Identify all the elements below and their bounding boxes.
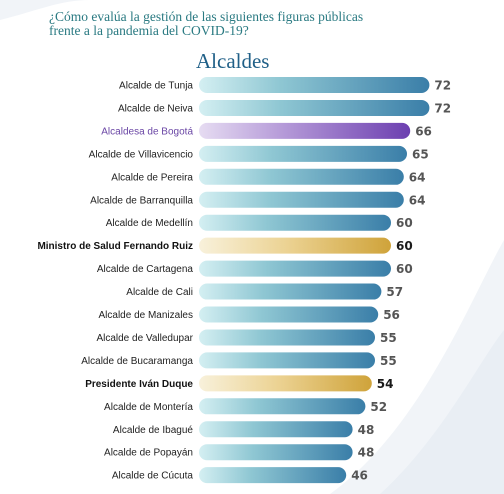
bar-row: Alcalde de Villavicencio 65 [89,145,429,162]
bar [199,168,404,185]
bar-row: Alcalde de Medellín 60 [106,214,413,231]
bar [199,214,391,231]
value-label: 64 [409,170,426,184]
bar [199,444,353,461]
value-label: 65 [412,147,429,161]
bar [199,237,391,254]
bar-row: Alcalde de Cali 57 [126,283,403,300]
category-label: Alcalde de Valledupar [96,333,193,344]
bar-row: Alcalde de Pereira 64 [111,168,426,185]
category-label: Alcalde de Manizales [99,310,194,321]
bar-row: Ministro de Salud Fernando Ruiz 60 [37,237,413,254]
value-label: 48 [358,423,375,437]
category-label: Alcalde de Bucaramanga [81,356,193,367]
bar-row: Alcalde de Bucaramanga 55 [81,352,397,369]
value-label: 72 [434,79,451,93]
bar [199,260,391,277]
bar [199,329,375,346]
bar [199,467,347,484]
bar-row: Alcalde de Manizales 56 [99,306,400,323]
bar-row: Alcalde de Valledupar 55 [96,329,397,346]
bar [199,145,407,162]
value-label: 56 [383,308,400,322]
bar-row: Alcalde de Neiva 72 [118,99,451,116]
value-label: 55 [380,331,397,345]
category-label: Alcaldesa de Bogotá [101,126,193,137]
category-label: Alcalde de Tunja [119,81,193,92]
value-label: 55 [380,354,397,368]
value-label: 60 [396,239,413,253]
category-label: Alcalde de Cúcuta [112,471,194,482]
bar-row: Alcaldesa de Bogotá 66 [101,122,432,139]
bar [199,191,404,208]
bar [199,398,366,415]
value-label: 52 [370,400,387,414]
bar-row: Alcalde de Ibagué 48 [113,421,375,438]
bar [199,99,430,116]
category-label: Alcalde de Barranquilla [90,195,193,206]
bar [199,352,375,369]
category-label: Alcalde de Villavicencio [89,149,194,160]
bar [199,306,379,323]
bar-row: Alcalde de Cúcuta 46 [112,467,368,484]
category-label: Alcalde de Neiva [118,103,193,114]
category-label: Alcalde de Montería [104,402,193,413]
bar [199,375,372,392]
bar [199,283,382,300]
bar-row: Alcalde de Montería 52 [104,398,387,415]
category-label: Alcalde de Popayán [104,448,193,459]
bar [199,421,353,438]
value-label: 46 [351,469,368,483]
chart-question: ¿Cómo evalúa la gestión de las siguiente… [49,9,364,38]
value-label: 64 [409,193,426,207]
category-label: Alcalde de Cartagena [97,264,194,275]
bar-row: Alcalde de Tunja 72 [119,77,451,93]
category-label: Presidente Iván Duque [85,379,193,390]
value-label: 57 [386,285,403,299]
bar-row: Alcalde de Cartagena 60 [97,260,413,277]
value-label: 60 [396,262,413,276]
category-label: Ministro de Salud Fernando Ruiz [37,241,193,252]
category-label: Alcalde de Medellín [106,218,193,229]
value-label: 72 [434,101,451,115]
bar [199,77,430,93]
category-label: Alcalde de Pereira [111,172,193,183]
chart-title: Alcaldes [196,49,270,73]
value-label: 54 [377,377,394,391]
bar-row: Alcalde de Popayán 48 [104,444,375,461]
category-label: Alcalde de Ibagué [113,425,194,436]
value-label: 60 [396,216,413,230]
bar-row: Presidente Iván Duque 54 [85,375,394,392]
bar-row: Alcalde de Barranquilla 64 [90,191,426,208]
value-label: 66 [415,124,432,138]
category-label: Alcalde de Cali [126,287,193,298]
bar [199,122,411,139]
value-label: 48 [358,446,375,460]
